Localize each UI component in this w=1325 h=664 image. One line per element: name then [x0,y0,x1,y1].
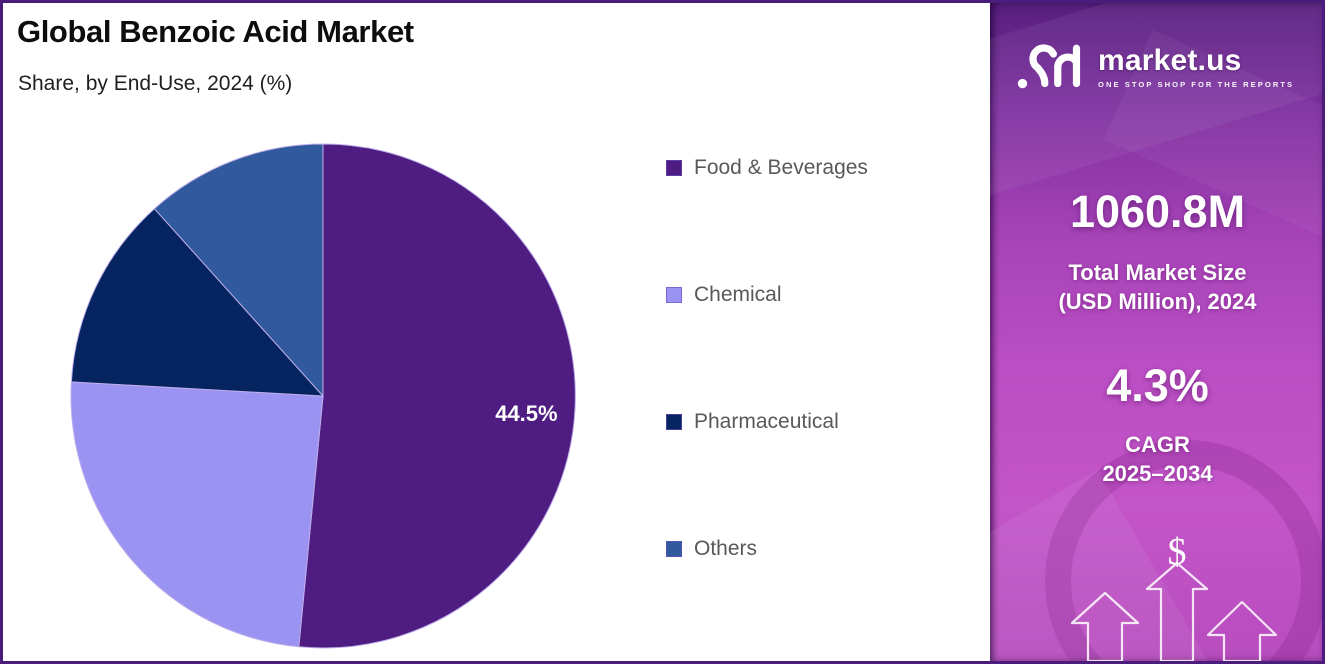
legend-swatch-pharmaceutical [666,414,682,430]
legend-label: Pharmaceutical [694,410,839,433]
growth-arrows-graphic: $ [1070,531,1278,663]
market-size-caption-line1: Total Market Size [1068,260,1247,285]
chart-title: Global Benzoic Acid Market [17,14,414,49]
market-size-caption: Total Market Size (USD Million), 2024 [990,258,1325,316]
pie-slice-others [153,143,324,398]
pie-slice-chemical [70,381,324,648]
marketus-logo-icon [1017,44,1081,89]
legend-label: Food & Beverages [694,156,868,179]
pie-slice-pharmaceutical [70,207,325,397]
legend-item: Pharmaceutical [666,410,868,433]
up-arrow-icon [1206,600,1278,663]
cagr-caption-line1: CAGR [1125,432,1190,457]
market-size-value: 1060.8M [1069,186,1246,237]
legend-label: Chemical [694,283,782,306]
legend-item: Chemical [666,283,868,306]
pie-data-label: 44.5% [495,401,557,426]
brand-tagline: ONE STOP SHOP FOR THE REPORTS [1098,79,1295,89]
legend-item: Others [666,537,868,560]
cagr-value: 4.3% [1106,360,1209,411]
brand-name: market.us [1098,43,1242,77]
chart-subtitle: Share, by End-Use, 2024 (%) [18,72,293,95]
up-arrow-icon [1070,591,1140,663]
brand-sidebar: market.us ONE STOP SHOP FOR THE REPORTS … [990,0,1325,664]
pie-slice-food-beverages [298,143,576,649]
cagr-caption: CAGR 2025–2034 [990,430,1325,488]
brand-block: market.us ONE STOP SHOP FOR THE REPORTS [1016,38,1294,96]
legend-item: Food & Beverages [666,156,868,179]
dollar-sign: $ [1168,531,1187,573]
legend: Food & Beverages Chemical Pharmaceutical… [666,156,868,664]
up-arrow-icon [1145,561,1209,663]
market-size-caption-line2: (USD Million), 2024 [1058,289,1257,314]
legend-swatch-food-beverages [666,160,682,176]
cagr-caption-line2: 2025–2034 [1102,461,1213,486]
legend-label: Others [694,537,758,560]
pie-chart: 44.5% [70,143,576,649]
legend-swatch-others [666,541,682,557]
legend-swatch-chemical [666,287,682,303]
